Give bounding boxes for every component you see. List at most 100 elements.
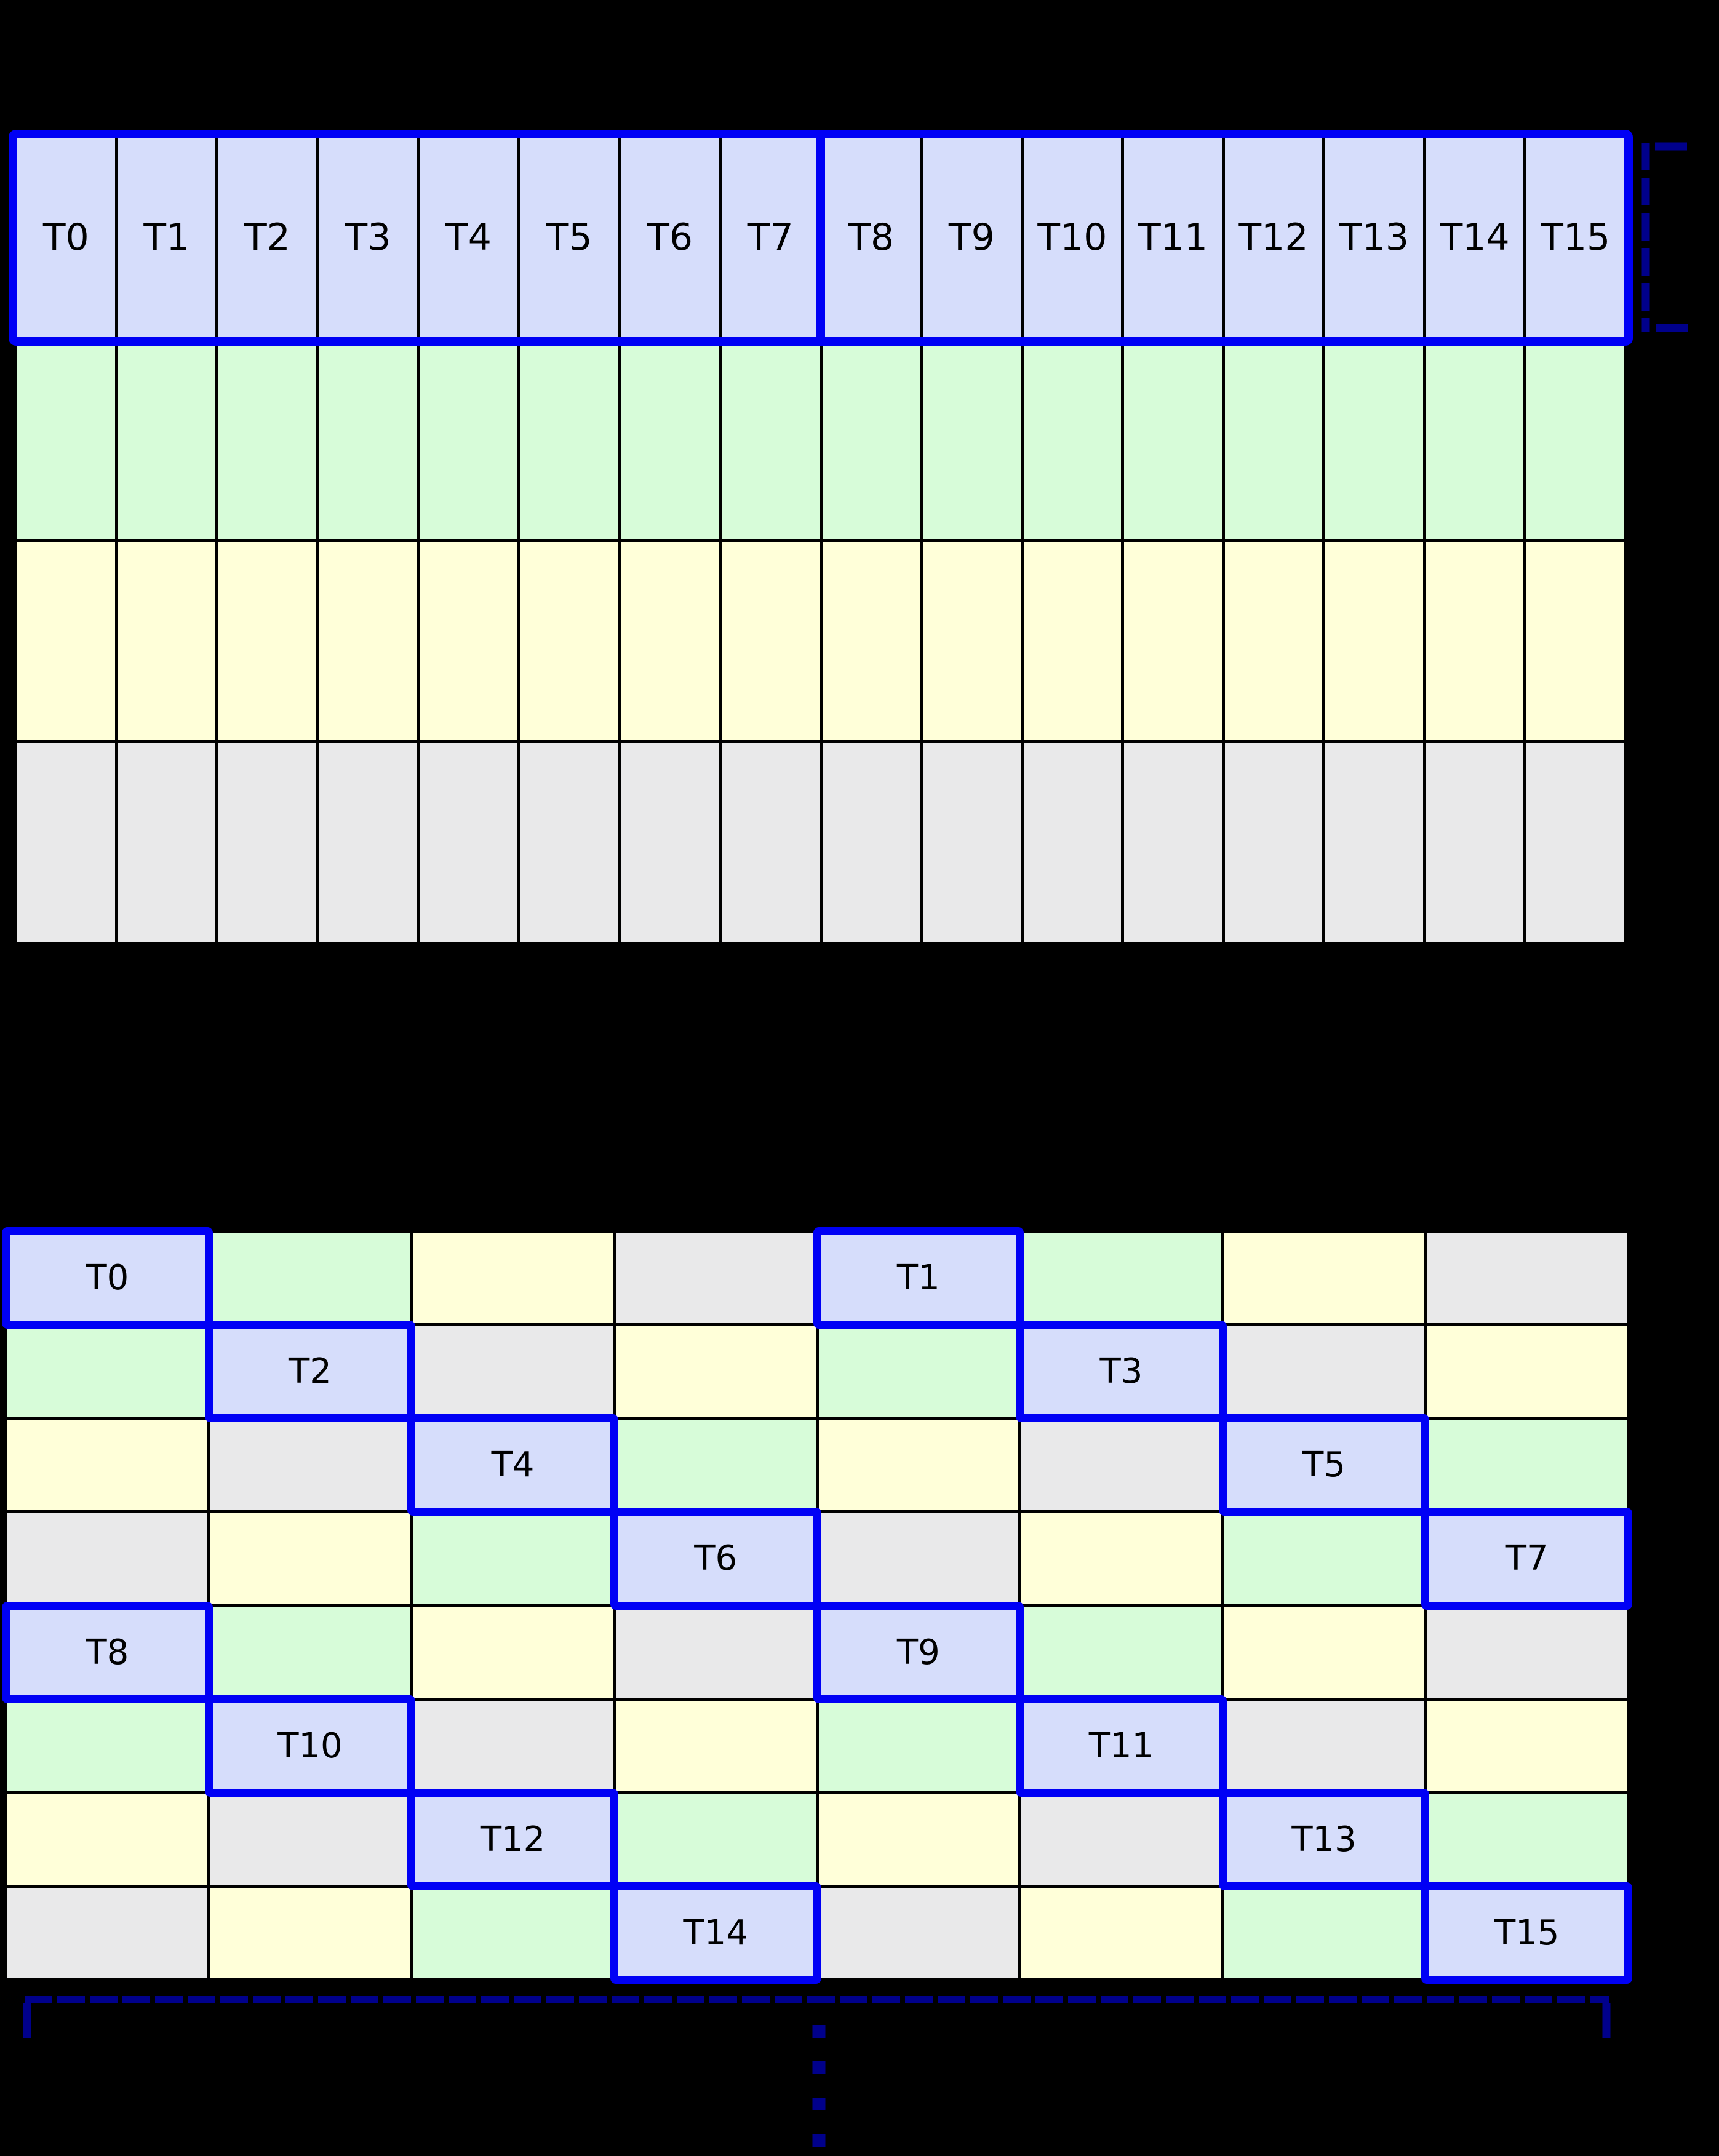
memory-cell — [1023, 541, 1122, 741]
memory-cell — [319, 743, 417, 942]
memory-cell — [210, 1887, 410, 1978]
memory-cell — [923, 340, 1021, 539]
memory-cell — [1426, 340, 1524, 539]
thread-label: T11 — [1088, 1725, 1154, 1766]
memory-cell — [1427, 1607, 1627, 1698]
memory-cell — [615, 1794, 816, 1885]
memory-cell — [413, 1233, 613, 1324]
memory-cell — [17, 340, 115, 539]
memory-cell — [615, 1700, 816, 1791]
memory-cell — [1021, 1233, 1221, 1324]
memory-cell — [413, 1700, 613, 1791]
thread-cell-T6: T6 — [610, 1508, 821, 1610]
memory-cell — [17, 743, 115, 942]
thread-label: T3 — [345, 216, 391, 260]
memory-cell — [1023, 743, 1122, 942]
memory-cell — [822, 541, 920, 741]
thread-cell-T11: T11 — [1124, 138, 1222, 337]
memory-cell — [1325, 743, 1423, 942]
thread-label: T8 — [848, 216, 895, 260]
memory-cell — [1427, 1326, 1627, 1417]
memory-cell — [818, 1513, 1019, 1604]
memory-cell — [210, 1607, 410, 1698]
thread-label: T13 — [1339, 216, 1410, 260]
memory-cell — [1427, 1420, 1627, 1511]
memory-cell — [520, 743, 618, 942]
memory-cell — [17, 541, 115, 741]
memory-cell — [621, 340, 719, 539]
memory-cell — [1023, 340, 1122, 539]
memory-cell — [721, 743, 820, 942]
thread-cell-T4: T4 — [407, 1414, 618, 1516]
thread-label: T0 — [42, 216, 89, 260]
thread-cell-T9: T9 — [813, 1601, 1024, 1703]
memory-cell — [413, 1607, 613, 1698]
thread-label: T15 — [1494, 1912, 1560, 1953]
memory-cell — [1325, 541, 1423, 741]
memory-cell — [413, 1513, 613, 1604]
thread-cell-T10: T10 — [1023, 138, 1122, 337]
memory-cell — [1224, 1233, 1424, 1324]
thread-label: T14 — [1440, 216, 1510, 260]
memory-cell — [210, 1420, 410, 1511]
bottom-grid: T0 T1 T2 T3 T4 T5 T6 T7 T8 T9 T10 T11 T12 T13 T14 T15 — [2, 1227, 1632, 1984]
memory-cell — [7, 1700, 207, 1791]
thread-label: T5 — [546, 216, 592, 260]
memory-cell — [1224, 1607, 1424, 1698]
memory-cell — [1021, 1420, 1221, 1511]
memory-cell — [218, 340, 316, 539]
memory-cell — [1124, 541, 1222, 741]
thread-label: T7 — [747, 216, 794, 260]
memory-cell — [1224, 1326, 1424, 1417]
thread-cell-T11: T11 — [1016, 1695, 1227, 1797]
memory-cell — [721, 340, 820, 539]
thread-label: T7 — [1505, 1538, 1549, 1579]
thread-cell-T0: T0 — [2, 1227, 213, 1329]
thread-cell-T8: T8 — [2, 1601, 213, 1703]
memory-cell — [420, 743, 517, 942]
memory-cell — [818, 1887, 1019, 1978]
thread-cell-T14: T14 — [1426, 138, 1524, 337]
thread-cell-T7: T7 — [721, 138, 820, 337]
thread-label: T0 — [86, 1258, 129, 1299]
memory-cell — [420, 340, 517, 539]
memory-cell — [7, 1794, 207, 1885]
memory-cell — [118, 743, 216, 942]
memory-cell — [1224, 340, 1323, 539]
memory-cell — [615, 1233, 816, 1324]
memory-cell — [818, 1794, 1019, 1885]
memory-cell — [319, 541, 417, 741]
memory-cell — [818, 1700, 1019, 1791]
memory-cell — [118, 340, 216, 539]
memory-cell — [1526, 541, 1624, 741]
thread-cell-T10: T10 — [204, 1695, 416, 1797]
thread-label: T5 — [1302, 1445, 1346, 1486]
memory-cell — [218, 743, 316, 942]
thread-label: T1 — [896, 1258, 940, 1299]
thread-label: T9 — [948, 216, 995, 260]
memory-cell — [1426, 743, 1524, 942]
thread-cell-T14: T14 — [610, 1882, 821, 1984]
memory-cell — [1526, 340, 1624, 539]
thread-cell-T12: T12 — [1224, 138, 1323, 337]
memory-cell — [1021, 1513, 1221, 1604]
memory-cell — [818, 1326, 1019, 1417]
thread-label: T4 — [445, 216, 492, 260]
thread-label: T6 — [647, 216, 693, 260]
memory-cell — [923, 743, 1021, 942]
memory-cell — [923, 541, 1021, 741]
thread-label: T12 — [1238, 216, 1309, 260]
thread-label: T3 — [1099, 1351, 1143, 1392]
memory-cell — [413, 1326, 613, 1417]
memory-cell — [621, 541, 719, 741]
memory-cell — [621, 743, 719, 942]
thread-label: T2 — [244, 216, 290, 260]
thread-label: T1 — [143, 216, 190, 260]
thread-label: T6 — [694, 1538, 738, 1579]
memory-cell — [818, 1420, 1019, 1511]
thread-label: T4 — [491, 1445, 535, 1486]
memory-cell — [1224, 1700, 1424, 1791]
memory-cell — [822, 743, 920, 942]
thread-label: T14 — [683, 1912, 748, 1953]
